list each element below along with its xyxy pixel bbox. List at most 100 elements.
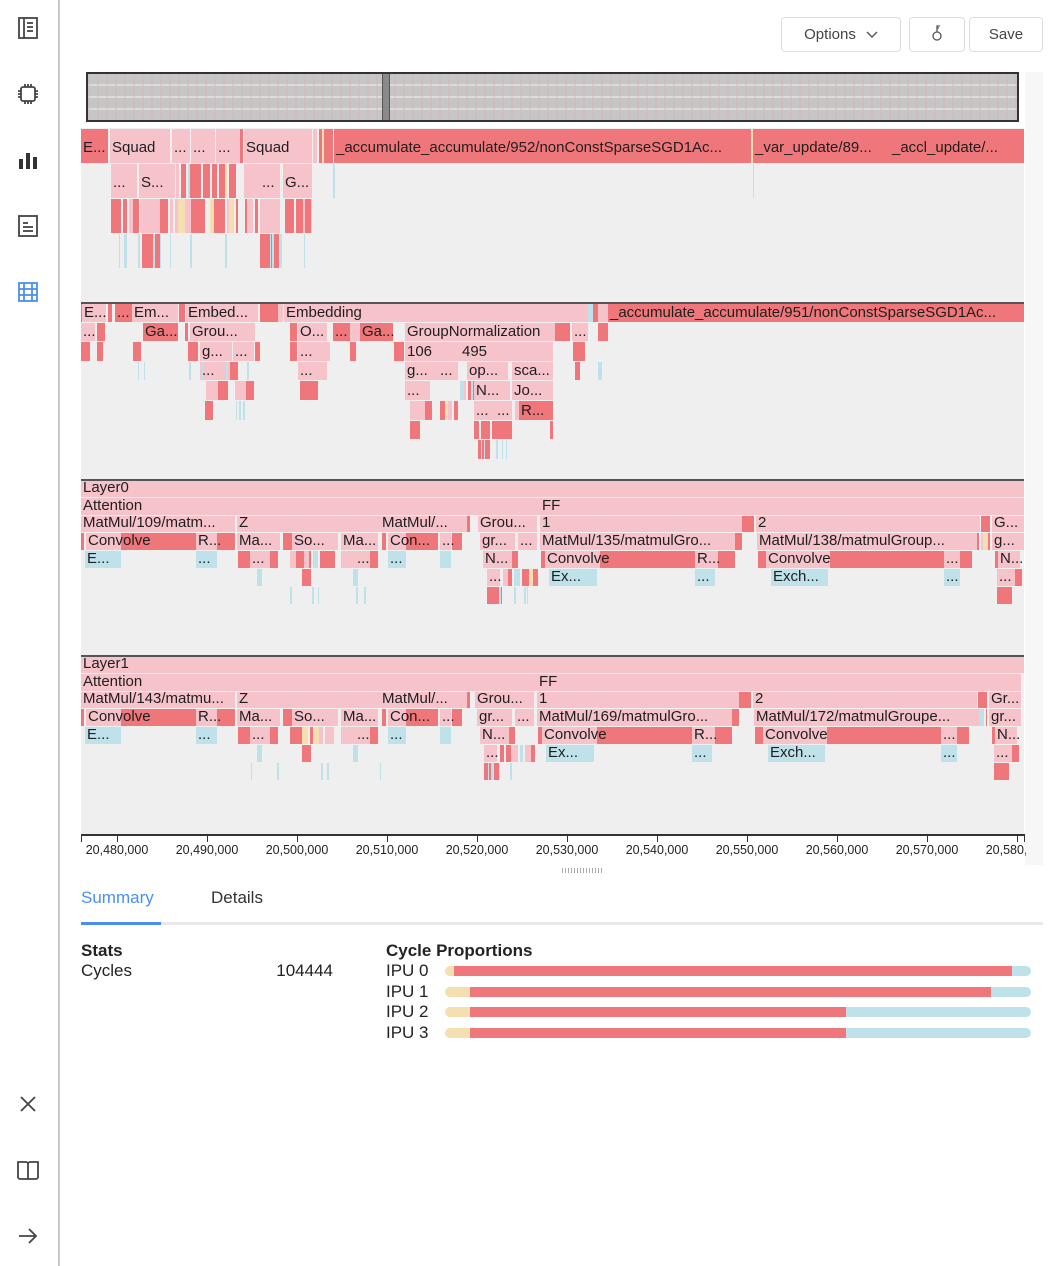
flame-thread[interactable]	[490, 762, 493, 780]
flame-sliver[interactable]	[957, 727, 969, 744]
flame-thread[interactable]	[524, 586, 526, 604]
flame-block[interactable]: ...	[191, 129, 215, 163]
flame-block[interactable]: Gr...	[989, 690, 1021, 709]
flame-block[interactable]: ...	[115, 303, 132, 322]
options-dropdown[interactable]: Options	[781, 17, 901, 52]
flame-block[interactable]: ...	[440, 708, 455, 727]
flame-block[interactable]: 495	[460, 342, 553, 361]
flame-sliver[interactable]	[188, 342, 198, 361]
flame-thread[interactable]	[153, 234, 155, 268]
flame-block[interactable]: FF	[537, 673, 1021, 691]
flame-block[interactable]: Embed...	[186, 303, 258, 322]
flame-block[interactable]: Exch...	[768, 744, 825, 762]
flame-sliver[interactable]	[474, 420, 479, 440]
flame-sliver[interactable]	[292, 199, 294, 233]
flame-sliver[interactable]	[140, 199, 160, 233]
flame-sliver[interactable]	[300, 381, 318, 400]
flame-sliver[interactable]	[270, 551, 278, 568]
flame-thread[interactable]	[190, 234, 192, 268]
book-icon[interactable]	[17, 1159, 39, 1181]
vertical-scrollbar[interactable]	[1025, 72, 1043, 865]
flame-sliver[interactable]	[270, 727, 278, 744]
flame-sliver[interactable]	[195, 164, 201, 198]
flame-block[interactable]: Z	[237, 514, 380, 533]
flame-block[interactable]: Em...	[132, 303, 178, 322]
flame-block[interactable]: Ma...	[237, 708, 280, 727]
flame-sliver[interactable]	[301, 199, 303, 233]
flame-sliver[interactable]	[296, 727, 302, 744]
flame-sliver[interactable]	[827, 727, 941, 744]
flame-sliver[interactable]	[229, 164, 236, 198]
flame-sliver[interactable]	[121, 533, 196, 551]
flame-block[interactable]: ...	[572, 322, 588, 342]
flame-sliver[interactable]	[575, 361, 580, 381]
flame-sliver[interactable]	[538, 727, 542, 744]
flame-sliver[interactable]	[328, 129, 333, 163]
flame-sliver[interactable]	[324, 551, 331, 568]
flame-sliver[interactable]	[313, 551, 318, 568]
flame-sliver[interactable]	[972, 709, 979, 727]
document-icon[interactable]	[17, 215, 39, 237]
flame-sliver[interactable]	[255, 342, 260, 361]
flame-thread[interactable]	[226, 361, 228, 381]
flame-thread[interactable]	[317, 586, 320, 604]
flame-block[interactable]: Ga...	[143, 322, 178, 342]
flame-sliver[interactable]	[219, 164, 225, 198]
flame-block[interactable]: E...	[85, 726, 121, 744]
chip-icon[interactable]	[17, 83, 39, 105]
flame-thread[interactable]	[526, 586, 529, 604]
flame-thread[interactable]	[364, 586, 366, 604]
save-button[interactable]: Save	[969, 17, 1043, 52]
flame-block[interactable]: ...	[941, 744, 957, 762]
flame-sliver[interactable]	[202, 199, 204, 233]
flame-block[interactable]: ...	[487, 568, 502, 586]
flame-thread[interactable]	[321, 762, 323, 780]
flame-sliver[interactable]	[320, 551, 322, 568]
flame-sliver[interactable]	[238, 551, 250, 568]
flame-block[interactable]: Exch...	[771, 568, 828, 586]
flame-thread[interactable]	[510, 762, 513, 780]
flame-block[interactable]: 2	[756, 514, 980, 533]
flame-thread[interactable]	[242, 401, 245, 420]
flame-block[interactable]: Convolve	[766, 550, 831, 568]
flame-sliver[interactable]	[735, 533, 742, 551]
flame-sliver[interactable]	[303, 199, 305, 233]
flame-block[interactable]: MatMul/...	[380, 690, 467, 709]
flame-sliver[interactable]	[289, 199, 292, 233]
flame-thread[interactable]	[379, 762, 382, 780]
flame-sliver[interactable]	[214, 199, 218, 233]
flame-sliver[interactable]	[452, 709, 462, 727]
flame-sliver[interactable]	[235, 381, 242, 400]
flame-thread[interactable]	[137, 361, 140, 381]
flame-sliver[interactable]	[190, 164, 192, 198]
flame-sliver[interactable]	[550, 420, 553, 440]
flame-sliver[interactable]	[196, 199, 202, 233]
flame-sliver[interactable]	[979, 709, 984, 727]
flame-block[interactable]: So...	[292, 708, 338, 727]
flame-thread[interactable]	[333, 164, 335, 198]
flame-block[interactable]: N...	[483, 550, 512, 568]
flame-block[interactable]: ...	[233, 342, 254, 361]
flame-sliver[interactable]	[212, 164, 217, 198]
flame-sliver[interactable]	[170, 199, 173, 233]
flame-block[interactable]: op...	[467, 361, 508, 381]
flame-sliver[interactable]	[520, 745, 523, 762]
flame-sliver[interactable]	[227, 199, 229, 233]
flame-block[interactable]: Layer0	[81, 479, 1024, 497]
flame-sliver[interactable]	[452, 533, 462, 551]
flame-sliver[interactable]	[313, 129, 317, 163]
flame-sliver[interactable]	[531, 745, 535, 762]
flame-sliver[interactable]	[81, 709, 84, 727]
flame-sliver[interactable]	[217, 709, 235, 727]
flame-sliver[interactable]	[255, 199, 258, 233]
flame-block[interactable]: FF	[540, 497, 1024, 515]
flame-block[interactable]: Convolve	[542, 726, 607, 744]
flame-sliver[interactable]	[175, 199, 178, 233]
flame-sliver[interactable]	[978, 691, 987, 709]
flame-sliver[interactable]	[515, 401, 519, 420]
flame-thread[interactable]	[272, 234, 274, 268]
flame-sliver[interactable]	[742, 515, 754, 533]
flame-sliver[interactable]	[236, 199, 238, 233]
flame-block[interactable]: ...	[196, 726, 217, 744]
flame-sliver[interactable]	[123, 199, 127, 233]
